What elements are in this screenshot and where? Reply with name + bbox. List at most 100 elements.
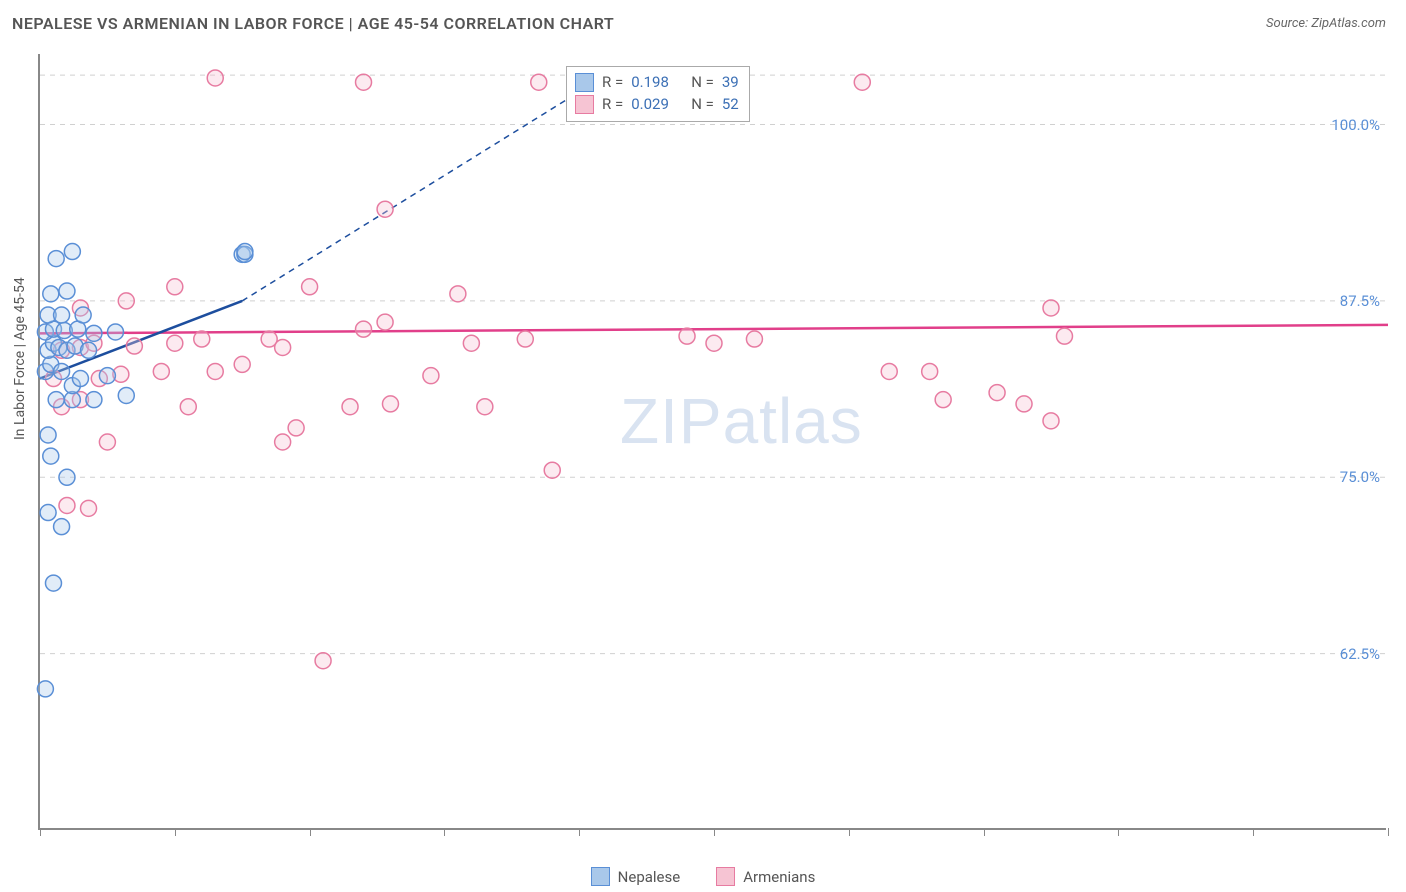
stat-n-label: N = — [691, 71, 714, 93]
marker-series-b — [1016, 396, 1032, 412]
marker-series-a — [40, 505, 56, 521]
marker-series-b — [1056, 328, 1072, 344]
marker-series-b — [423, 368, 439, 384]
marker-series-b — [935, 392, 951, 408]
marker-series-b — [544, 462, 560, 478]
x-tick — [1388, 828, 1389, 836]
plot-area: ZIPatlas R =0.198N =39R =0.029N =52 62.5… — [38, 54, 1386, 830]
x-tick — [40, 828, 41, 836]
marker-series-b — [234, 356, 250, 372]
stats-row: R = 0.198 N = 39 — [575, 71, 739, 93]
marker-series-b — [517, 331, 533, 347]
legend-swatch — [575, 95, 594, 114]
marker-series-b — [1043, 300, 1059, 316]
y-tick-label: 87.5% — [1340, 292, 1380, 310]
source-label: Source: ZipAtlas.com — [1266, 16, 1386, 31]
stat-r-value: 0.198 — [631, 71, 683, 93]
y-tick-label: 62.5% — [1340, 645, 1380, 663]
marker-series-a — [86, 325, 102, 341]
marker-series-b — [81, 500, 97, 516]
marker-series-b — [275, 434, 291, 450]
marker-series-a — [59, 469, 75, 485]
marker-series-b — [1043, 413, 1059, 429]
marker-series-b — [99, 434, 115, 450]
marker-series-b — [302, 279, 318, 295]
stat-r-value: 0.029 — [631, 93, 683, 115]
marker-series-b — [382, 396, 398, 412]
x-tick — [175, 828, 176, 836]
marker-series-b — [679, 328, 695, 344]
marker-series-a — [99, 368, 115, 384]
y-tick-label: 100.0% — [1331, 116, 1380, 134]
chart-svg — [40, 54, 1386, 828]
marker-series-a — [86, 392, 102, 408]
stats-box: R = 0.198 N = 39 R = 0.029 N = 52 — [566, 66, 750, 122]
marker-series-b — [477, 399, 493, 415]
marker-series-b — [59, 497, 75, 513]
marker-series-b — [207, 363, 223, 379]
marker-series-a — [107, 324, 123, 340]
x-tick — [1253, 828, 1254, 836]
marker-series-b — [531, 74, 547, 90]
legend-label: Armenians — [743, 868, 815, 886]
x-tick — [849, 828, 850, 836]
bottom-legend: NepaleseArmenians — [0, 867, 1406, 890]
marker-series-b — [118, 293, 134, 309]
marker-series-a — [237, 244, 253, 260]
marker-series-a — [118, 387, 134, 403]
marker-series-b — [356, 74, 372, 90]
stat-r-label: R = — [602, 71, 623, 93]
legend-swatch — [591, 867, 610, 886]
marker-series-a — [54, 307, 70, 323]
y-tick-label: 75.0% — [1340, 468, 1380, 486]
legend-swatch — [716, 867, 735, 886]
marker-series-a — [45, 575, 61, 591]
legend-swatch — [575, 73, 594, 92]
marker-series-b — [153, 363, 169, 379]
marker-series-b — [854, 74, 870, 90]
legend-item: Armenians — [716, 867, 815, 886]
marker-series-b — [126, 338, 142, 354]
marker-series-b — [167, 335, 183, 351]
marker-series-b — [356, 321, 372, 337]
marker-series-a — [43, 448, 59, 464]
marker-series-b — [377, 314, 393, 330]
stat-n-label: N = — [691, 93, 714, 115]
marker-series-b — [180, 399, 196, 415]
marker-series-b — [989, 385, 1005, 401]
marker-series-a — [54, 519, 70, 535]
marker-series-b — [315, 653, 331, 669]
marker-series-b — [207, 70, 223, 86]
stat-n-value: 39 — [722, 71, 739, 93]
x-tick — [984, 828, 985, 836]
marker-series-a — [64, 244, 80, 260]
x-tick — [1118, 828, 1119, 836]
marker-series-b — [377, 201, 393, 217]
marker-series-b — [450, 286, 466, 302]
y-axis-label: In Labor Force | Age 45-54 — [12, 277, 28, 440]
marker-series-b — [881, 363, 897, 379]
marker-series-b — [288, 420, 304, 436]
stat-n-value: 52 — [722, 93, 739, 115]
x-tick — [444, 828, 445, 836]
marker-series-a — [48, 251, 64, 267]
marker-series-a — [48, 392, 64, 408]
x-tick — [714, 828, 715, 836]
x-tick — [579, 828, 580, 836]
marker-series-a — [43, 286, 59, 302]
chart-title: NEPALESE VS ARMENIAN IN LABOR FORCE | AG… — [12, 14, 614, 33]
marker-series-a — [81, 342, 97, 358]
marker-series-b — [194, 331, 210, 347]
marker-series-a — [37, 681, 53, 697]
marker-series-b — [706, 335, 722, 351]
x-tick — [310, 828, 311, 836]
marker-series-a — [59, 283, 75, 299]
marker-series-a — [54, 363, 70, 379]
marker-series-b — [922, 363, 938, 379]
marker-series-b — [746, 331, 762, 347]
marker-series-b — [167, 279, 183, 295]
marker-series-a — [72, 371, 88, 387]
marker-series-a — [75, 307, 91, 323]
stats-row: R = 0.029 N = 52 — [575, 93, 739, 115]
stat-r-label: R = — [602, 93, 623, 115]
